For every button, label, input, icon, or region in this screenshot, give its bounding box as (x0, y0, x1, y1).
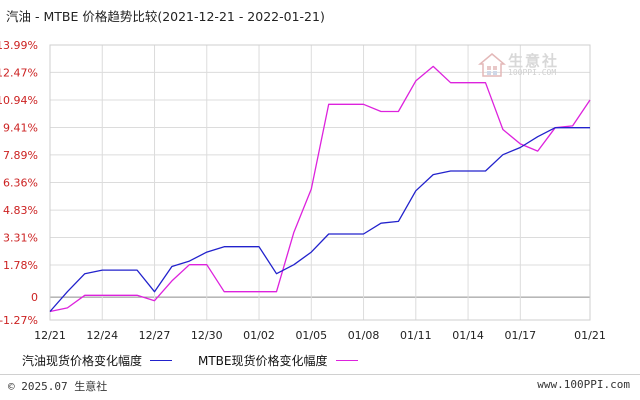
y-tick-label: 13.99% (0, 39, 38, 52)
house-logo-icon (478, 53, 506, 77)
chart-title: 汽油 - MTBE 价格趋势比较(2021-12-21 - 2022-01-21… (6, 9, 325, 24)
label-layer: 13.99% 12.47% 10.94% 9.41% 7.89% 6.36% 4.83% 3.… (0, 39, 606, 342)
legend-swatch-mtbe (335, 360, 358, 361)
x-tick-label: 01/11 (400, 329, 432, 342)
x-tick-label: 12/21 (34, 329, 66, 342)
y-tick-label: 7.89% (3, 149, 38, 162)
y-tick-label: 0 (31, 291, 38, 304)
legend-swatch-gasoline (150, 360, 173, 361)
x-tick-label: 12/24 (86, 329, 118, 342)
x-tick-label: 01/08 (348, 329, 380, 342)
legend-item-gasoline: 汽油现货价格变化幅度 (22, 352, 173, 369)
legend-label-mtbe: MTBE现货价格变化幅度 (198, 354, 328, 368)
grid-layer (49, 44, 591, 321)
series-line-gasoline (49, 127, 590, 312)
series-line-mtbe (49, 65, 591, 313)
plot-frame (49, 44, 591, 321)
y-tick-label: 4.83% (3, 204, 38, 217)
y-tick-label: 6.36% (3, 177, 38, 190)
y-tick-label: 9.41% (3, 122, 38, 135)
y-tick-label: 12.47% (0, 66, 38, 79)
y-tick-label: 3.31% (3, 231, 38, 244)
watermark-logo: 生意社 100PPI.COM (478, 52, 559, 78)
watermark-name: 生意社 (508, 51, 560, 70)
legend-label-gasoline: 汽油现货价格变化幅度 (22, 354, 143, 368)
x-tick-label: 01/14 (452, 329, 484, 342)
copyright-text: © 2025.07 生意社 (8, 380, 108, 393)
series-layer (49, 65, 591, 313)
legend-item-mtbe: MTBE现货价格变化幅度 (198, 352, 358, 369)
footer-divider (0, 374, 640, 375)
x-tick-label: 12/30 (191, 329, 223, 342)
website-link[interactable]: www.100PPI.com (537, 378, 630, 391)
watermark-url: 100PPI.COM (508, 67, 557, 77)
x-tick-label: 01/05 (295, 329, 327, 342)
y-tick-label: 10.94% (0, 94, 38, 107)
x-tick-label: 01/21 (574, 329, 606, 342)
y-tick-label: -1.27% (0, 314, 38, 327)
x-tick-label: 12/27 (139, 329, 171, 342)
y-tick-label: 1.78% (3, 259, 38, 272)
x-tick-label: 01/17 (504, 329, 536, 342)
axis-layer (49, 44, 591, 321)
x-tick-label: 01/02 (243, 329, 275, 342)
